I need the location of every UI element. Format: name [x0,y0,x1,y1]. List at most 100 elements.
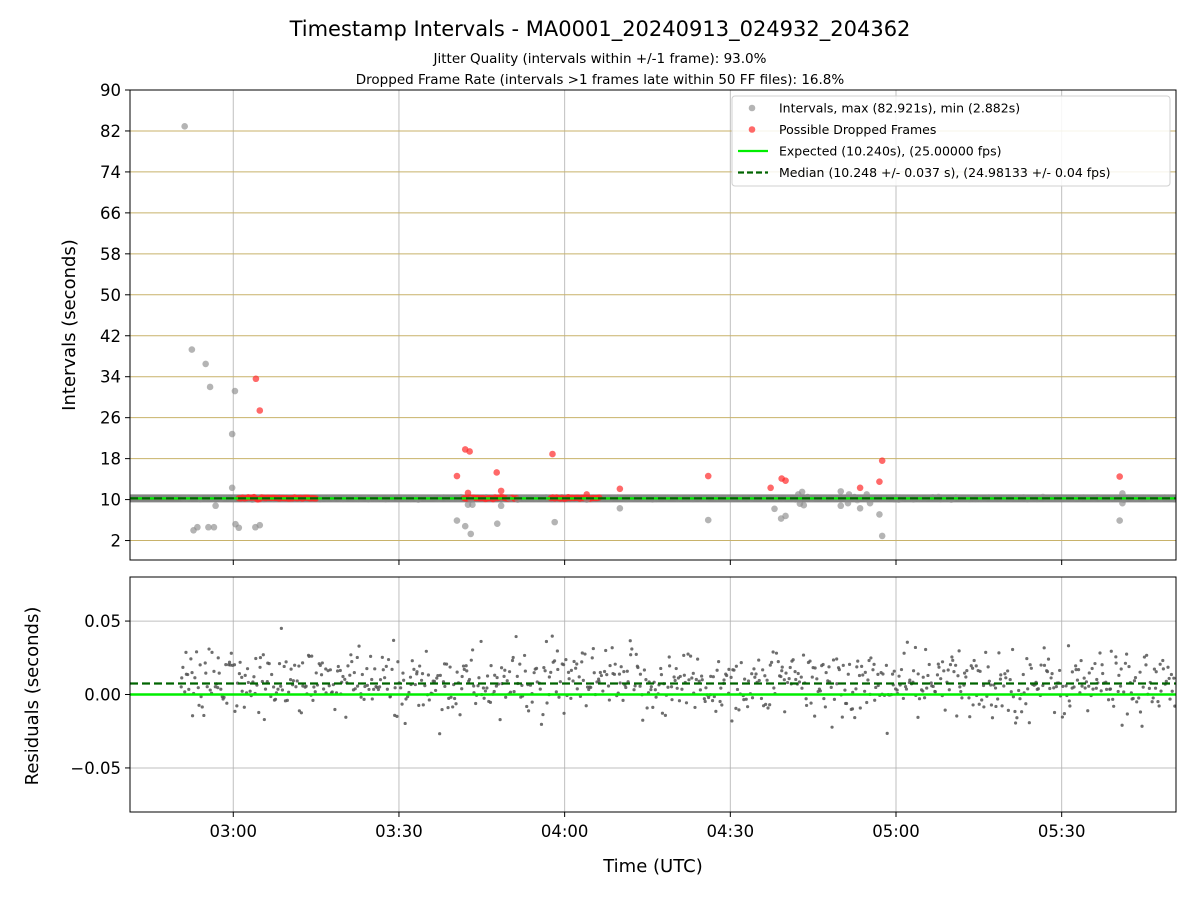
residual-point [853,715,857,720]
residual-point [1074,664,1078,668]
residual-point [408,675,413,679]
residual-point [824,670,828,675]
residual-point [1042,646,1046,650]
residual-point [968,715,972,719]
residual-point [1020,710,1024,714]
interval-point [212,502,219,510]
residual-point [867,658,871,663]
residual-point [469,658,473,662]
residual-point [866,678,870,682]
top-panel: 2 10 18 26 34 42 50 58 66 74 82 90 Intervals, max (8… [100,81,1177,565]
x-tick-label: 04:00 [541,822,589,841]
x-tick-label: 03:00 [209,822,257,841]
residual-point [1135,700,1139,704]
legend-label: Intervals, max (82.921s), min (2.882s) [779,101,1020,116]
residual-point [393,686,397,690]
residual-point [477,676,481,680]
residual-point [434,688,438,693]
residual-point [1104,687,1109,691]
residual-point [735,687,740,692]
residual-point [288,678,293,682]
top-y-tick-label: 34 [100,368,121,387]
residual-point [467,677,472,682]
residual-point [935,673,940,677]
dropped-frame-point [782,477,789,484]
residual-point [263,687,268,691]
residual-point [507,670,512,674]
residual-point [835,682,839,686]
residual-point [809,701,813,705]
residual-point [1010,647,1015,652]
residual-point [1087,671,1091,675]
residual-point [763,674,767,678]
dropped-frame-point [876,478,883,485]
residual-point [550,634,554,638]
residual-point [415,670,419,674]
residual-point [344,715,348,719]
dropped-frame-point [549,450,556,458]
dropped-frame-point [252,375,260,383]
residual-point [653,688,657,692]
residual-point [532,671,536,675]
residual-point [310,654,314,658]
residual-point [257,710,261,715]
residual-point [502,674,506,679]
residual-point [599,673,604,678]
residual-point [336,664,340,669]
residual-point [1091,687,1095,691]
residual-point [822,696,826,701]
residual-point [454,702,458,706]
residual-point [843,688,847,692]
top-y-tick-label: 90 [100,81,121,100]
residual-point [270,672,274,677]
residual-point [432,679,437,683]
residual-point [612,672,617,676]
residual-point [644,678,648,682]
residual-point [569,668,573,673]
residual-point [453,696,457,701]
residual-point [485,674,490,678]
residual-point [1156,700,1160,704]
residual-point [876,683,880,688]
residual-point [884,663,888,667]
residual-point [1004,676,1008,680]
residual-point [734,664,738,668]
residual-point [855,665,859,669]
residual-point [680,687,684,691]
residual-point [318,663,322,668]
residual-point [179,685,183,689]
residual-point [700,678,704,682]
residual-point [443,684,447,689]
residual-point [311,698,315,702]
residual-point [1108,687,1113,691]
residual-point [940,660,945,664]
residual-point [684,701,689,705]
residual-point [1067,699,1071,703]
residual-point [254,656,258,661]
residual-point [229,651,233,655]
residual-point [971,703,975,707]
residual-point [269,694,273,699]
residual-point [1017,688,1021,693]
residual-point [338,668,342,673]
residual-point [210,650,214,654]
residual-point [1120,723,1124,727]
residual-point [977,702,981,706]
residual-point [691,671,695,675]
residual-point [1024,702,1028,706]
residual-point [330,690,334,694]
residual-point [987,679,991,683]
residual-point [590,656,594,660]
residual-point [203,661,207,665]
residual-point [575,687,579,691]
residual-point [293,663,297,667]
residual-point [458,713,462,717]
residual-point [861,673,865,677]
residual-point [1168,697,1172,701]
residual-point [598,670,602,675]
residual-point [562,711,566,715]
residual-point [353,687,357,691]
interval-point [837,502,845,510]
residual-point [1066,644,1071,648]
residual-point [1111,697,1115,701]
